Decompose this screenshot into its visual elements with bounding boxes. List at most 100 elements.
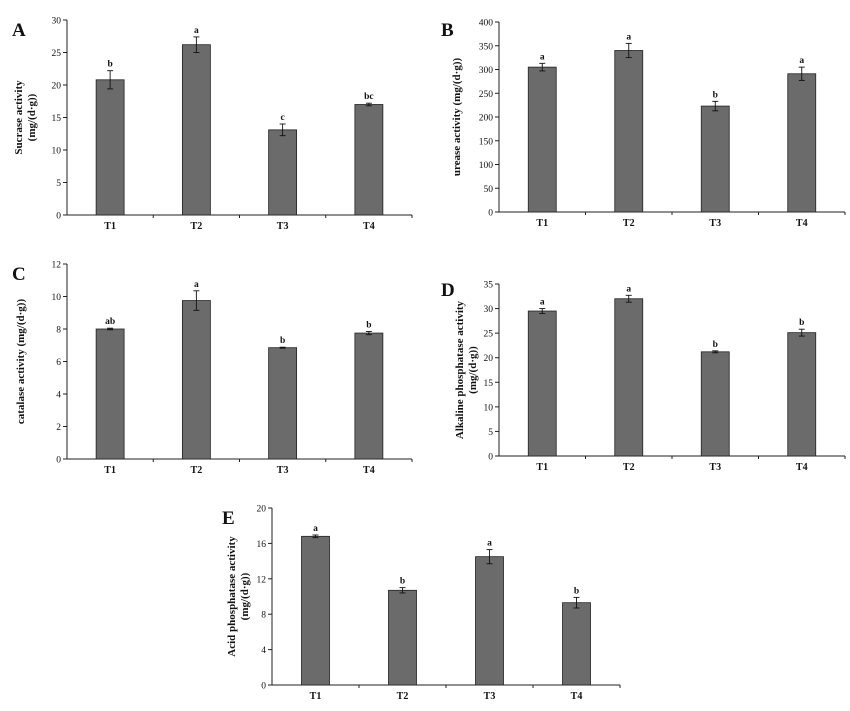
panel-b-significance-letter: a — [540, 52, 545, 62]
panel-d-y-tick-label: 15 — [484, 379, 494, 389]
panel-a: A 0 5 10 15 20 25 30 Sucrase activity (mg/(d·g)) b… — [12, 17, 413, 232]
panel-d-bar — [700, 351, 730, 457]
panel-b-bar — [614, 50, 644, 213]
panel-b-y-tick-label: 300 — [479, 66, 494, 76]
panel-a-letter: A — [12, 20, 26, 41]
panel-e-y-tick-label: 8 — [261, 611, 266, 621]
panel-c-significance-letter: ab — [105, 317, 115, 327]
panel-d-x-tick-label: T1 — [536, 462, 548, 473]
panel-a-y-tick-label: 10 — [52, 147, 62, 157]
panel-e: E 0 4 8 12 16 20 Acid phosphatase activity (mg/(… — [222, 505, 621, 702]
panel-d-y-label: Alkaline phosphatase activity — [454, 300, 466, 439]
panel-d-significance-letter: b — [799, 318, 804, 328]
panel-e-y-label: Acid phosphatase activity — [226, 536, 238, 657]
panel-a-y-tick-label: 15 — [52, 114, 62, 124]
panel-c-y-tick-label: 2 — [56, 423, 61, 433]
panel-b: B 0 50 100 150 200 250 300 350 400 urease activity… — [441, 19, 846, 229]
panel-a-significance-letter: a — [194, 26, 199, 36]
panel-e-y-tick-label: 0 — [261, 682, 266, 692]
panel-d-bar — [527, 310, 557, 457]
panel-d-bar — [787, 332, 817, 457]
panel-b-significance-letter: b — [713, 90, 718, 100]
panel-b-x-tick-label: T2 — [623, 218, 635, 229]
panel-c-bar — [95, 328, 125, 460]
panel-c-letter: C — [12, 264, 26, 285]
panel-b-y-tick-label: 100 — [479, 161, 494, 171]
panel-a-y-tick-label: 25 — [52, 49, 62, 59]
panel-e-bar — [562, 602, 591, 686]
panel-d-y-tick-label: 25 — [484, 330, 494, 340]
panel-a-y-tick-label: 30 — [52, 17, 62, 27]
panel-e-significance-letter: a — [487, 539, 492, 549]
panel-d-letter: D — [441, 280, 455, 301]
panel-e-y-tick-label: 4 — [261, 646, 266, 656]
panel-e-y-tick-label: 16 — [257, 540, 267, 550]
panel-b-bar — [787, 73, 817, 213]
panel-d: D 0 5 10 15 20 25 30 35 Alkaline phosphatase acti… — [441, 280, 846, 473]
panel-c-x-tick-label: T1 — [104, 465, 116, 476]
panel-a-bar — [95, 79, 125, 216]
panel-d-significance-letter: b — [713, 340, 718, 350]
panel-b-bar — [700, 105, 730, 213]
panel-c-x-tick-label: T2 — [191, 465, 203, 476]
panel-a-bar — [268, 129, 298, 216]
panel-d-y-tick-label: 10 — [484, 403, 494, 413]
panel-b-y-label: urease activity (mg/(d·g)) — [451, 58, 463, 177]
panel-a-y-label: (mg/(d·g)) — [26, 93, 38, 141]
panel-e-significance-letter: b — [574, 586, 579, 596]
panel-c-x-tick-label: T3 — [277, 465, 289, 476]
panel-e-bar — [388, 589, 417, 686]
panel-d-bar — [614, 298, 644, 457]
panel-b-bar — [527, 66, 557, 213]
panel-b-letter: B — [441, 20, 454, 41]
panel-a-y-tick-label: 20 — [52, 82, 62, 92]
panel-a-significance-letter: bc — [364, 92, 374, 102]
panel-e-y-label: (mg/(d·g)) — [239, 572, 251, 620]
panel-a-x-tick-label: T3 — [277, 221, 289, 232]
panel-c-bar — [268, 347, 298, 460]
panel-a-bar — [354, 104, 384, 216]
panel-a-y-label: Sucrase activity — [13, 80, 25, 155]
panel-b-y-tick-label: 200 — [479, 114, 494, 124]
panel-e-significance-letter: b — [400, 577, 405, 587]
panel-b-x-tick-label: T1 — [536, 218, 548, 229]
panel-d-y-tick-label: 5 — [488, 428, 493, 438]
panel-e-x-tick-label: T2 — [397, 691, 409, 702]
panel-b-y-tick-label: 50 — [484, 185, 494, 195]
panel-e-y-tick-label: 20 — [257, 505, 267, 515]
panel-b-y-tick-label: 350 — [479, 42, 494, 52]
panel-c-y-tick-label: 8 — [56, 326, 61, 336]
panel-c-significance-letter: a — [194, 280, 199, 290]
panel-b-significance-letter: a — [626, 32, 631, 42]
panel-a-y-tick-label: 0 — [56, 212, 61, 222]
panel-c-significance-letter: b — [366, 320, 371, 330]
panel-c-significance-letter: b — [280, 336, 285, 346]
panel-d-y-tick-label: 35 — [484, 281, 494, 291]
panel-d-x-tick-label: T3 — [709, 462, 721, 473]
panel-a-bar — [181, 44, 211, 216]
panel-b-x-tick-label: T4 — [796, 218, 808, 229]
panel-c-y-tick-label: 6 — [56, 358, 61, 368]
panel-a-x-tick-label: T4 — [363, 221, 375, 232]
panel-b-y-tick-label: 0 — [488, 209, 493, 219]
panel-e-x-tick-label: T3 — [484, 691, 496, 702]
panel-a-y-tick-label: 5 — [56, 179, 61, 189]
panel-e-bar — [475, 556, 504, 686]
panel-b-y-tick-label: 400 — [479, 19, 494, 29]
panel-a-significance-letter: c — [281, 113, 285, 123]
panel-e-x-tick-label: T4 — [571, 691, 583, 702]
panel-c-y-tick-label: 10 — [52, 293, 62, 303]
panel-d-y-tick-label: 30 — [484, 305, 494, 315]
panel-d-y-tick-label: 0 — [488, 453, 493, 463]
panel-d-significance-letter: a — [626, 284, 631, 294]
panel-c-y-tick-label: 0 — [56, 456, 61, 466]
panel-a-x-tick-label: T1 — [104, 221, 116, 232]
panel-c-y-tick-label: 12 — [52, 261, 62, 271]
panel-c-bar — [181, 300, 211, 460]
panel-b-y-tick-label: 250 — [479, 90, 494, 100]
panel-d-significance-letter: a — [540, 298, 545, 308]
panel-e-significance-letter: a — [313, 524, 318, 534]
panel-d-x-tick-label: T4 — [796, 462, 808, 473]
panel-c-bar — [354, 332, 384, 460]
